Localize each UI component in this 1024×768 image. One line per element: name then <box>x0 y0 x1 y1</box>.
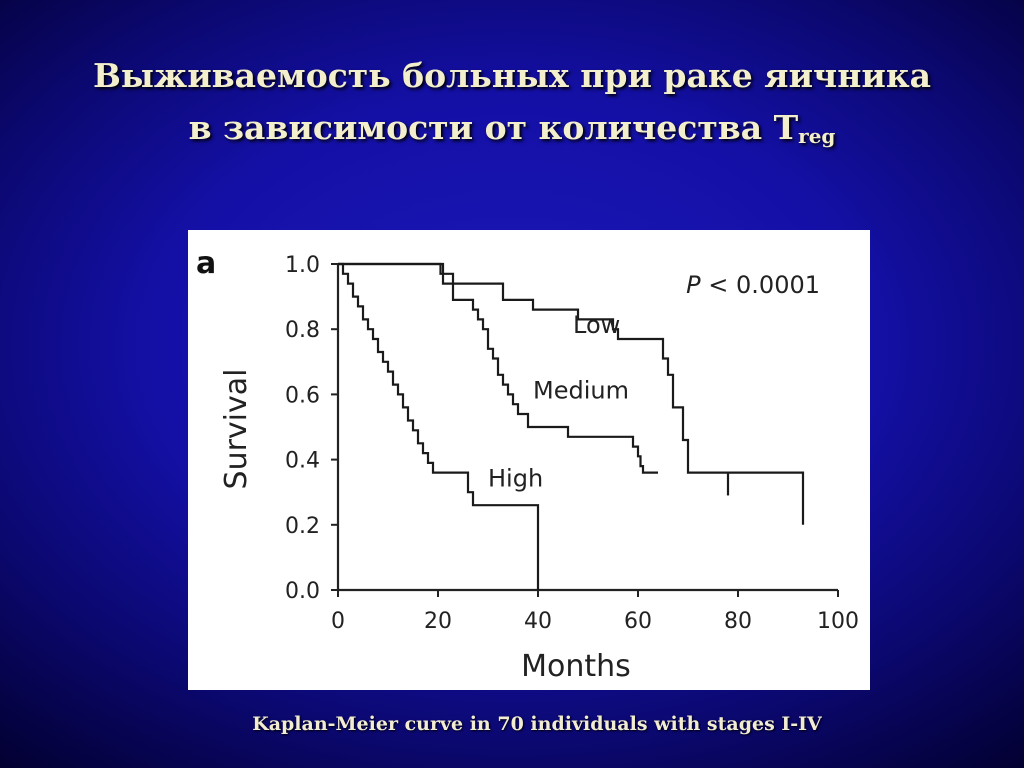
y-axis-title: Survival <box>219 369 254 490</box>
slide-title-line-2: в зависимости от количества Treg <box>0 102 1024 154</box>
curve-high <box>338 262 540 590</box>
x-tick-label: 100 <box>817 609 859 634</box>
y-tick-label: 0.4 <box>285 449 320 474</box>
series-label-high: High <box>488 464 543 492</box>
x-tick-label: 0 <box>331 609 345 634</box>
km-chart: a 0.0 0.2 0.4 0.6 0.8 1.0 0 20 40 60 80 100 Months Sur… <box>196 246 859 684</box>
panel-label: a <box>196 246 216 281</box>
p-value-symbol: P <box>686 271 701 299</box>
x-axis-title: Months <box>521 649 631 684</box>
curve-medium <box>338 262 658 474</box>
x-tick-label: 80 <box>724 609 752 634</box>
y-tick-label: 0.8 <box>285 318 320 343</box>
slide-title-subscript: reg <box>798 124 836 148</box>
x-tick-label: 40 <box>524 609 552 634</box>
y-tick-label: 0.6 <box>285 383 320 408</box>
slide-caption: Kaplan-Meier curve in 70 individuals wit… <box>252 713 822 735</box>
curve-low <box>338 262 805 525</box>
y-tick-label: 0.0 <box>285 579 320 604</box>
series-label-medium: Medium <box>533 376 629 404</box>
x-tick-label: 20 <box>424 609 452 634</box>
slide-title-line-2-text: в зависимости от количества T <box>188 108 799 147</box>
slide-title: Выживаемость больных при раке яичника в … <box>0 50 1024 154</box>
y-tick-label: 0.2 <box>285 514 320 539</box>
y-tick-label: 1.0 <box>285 253 320 278</box>
series-label-low: Low <box>573 311 620 339</box>
x-tick-label: 60 <box>624 609 652 634</box>
km-chart-panel: a 0.0 0.2 0.4 0.6 0.8 1.0 0 20 40 60 80 100 Months Sur… <box>188 230 870 690</box>
slide-title-line-1: Выживаемость больных при раке яичника <box>92 56 932 95</box>
p-value-annotation: P < 0.0001 <box>686 271 820 299</box>
p-value-text: < 0.0001 <box>701 271 820 299</box>
